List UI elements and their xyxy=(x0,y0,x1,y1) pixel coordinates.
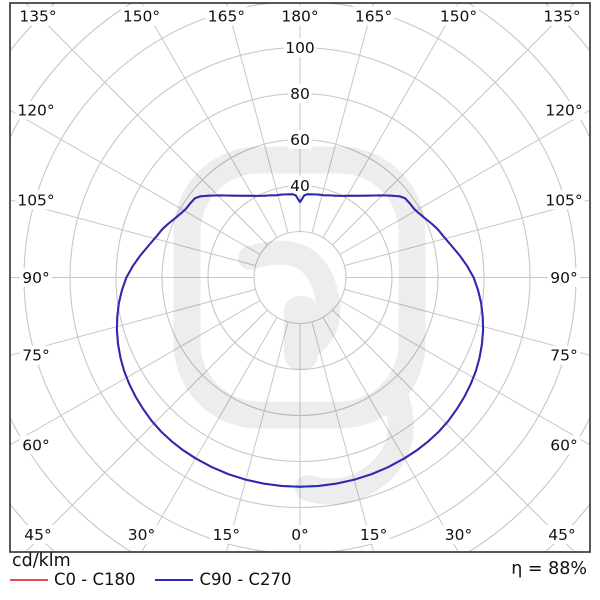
plot-frame xyxy=(9,2,591,553)
svg-text:30°: 30° xyxy=(445,526,472,544)
svg-text:120°: 120° xyxy=(545,102,582,120)
svg-text:15°: 15° xyxy=(360,526,387,544)
svg-text:60°: 60° xyxy=(550,436,577,454)
svg-text:30°: 30° xyxy=(128,526,155,544)
curve-c90-c270 xyxy=(115,193,485,488)
legend-item-c90-c270: C90 - C270 xyxy=(155,570,291,589)
svg-text:45°: 45° xyxy=(24,526,51,544)
svg-text:150°: 150° xyxy=(123,8,160,26)
svg-text:60°: 60° xyxy=(22,436,49,454)
svg-text:15°: 15° xyxy=(213,526,240,544)
watermark-logo xyxy=(173,146,426,505)
svg-text:100: 100 xyxy=(285,39,315,57)
svg-text:150°: 150° xyxy=(440,8,477,26)
c90-c270-line-swatch xyxy=(155,578,194,581)
efficiency-label: η = 88% xyxy=(511,559,587,579)
svg-text:180°: 180° xyxy=(281,8,318,26)
svg-text:135°: 135° xyxy=(19,8,56,26)
svg-text:40: 40 xyxy=(290,177,310,195)
svg-text:90°: 90° xyxy=(22,269,49,287)
units-label: cd/klm xyxy=(12,551,71,571)
legend-label-c90-c270: C90 - C270 xyxy=(199,570,292,589)
svg-text:60: 60 xyxy=(290,131,310,149)
legend-label-c0-c180: C0 - C180 xyxy=(54,570,136,589)
legend-item-c0-c180: C0 - C180 xyxy=(10,570,135,589)
svg-text:90°: 90° xyxy=(550,269,577,287)
svg-text:75°: 75° xyxy=(550,347,577,365)
angle-labels: 135° 150° 165° 180° 165° 150° 135° 45° 30° 15° 0° 1… xyxy=(15,6,585,544)
svg-text:120°: 120° xyxy=(17,102,54,120)
svg-text:135°: 135° xyxy=(543,8,580,26)
c0-c180-line-swatch xyxy=(10,578,48,581)
svg-text:165°: 165° xyxy=(208,8,245,26)
svg-text:80: 80 xyxy=(290,85,310,103)
svg-text:165°: 165° xyxy=(355,8,392,26)
svg-text:105°: 105° xyxy=(17,191,54,209)
svg-text:45°: 45° xyxy=(548,526,575,544)
svg-text:0°: 0° xyxy=(291,526,309,544)
legend: C0 - C180 C90 - C270 xyxy=(10,570,291,589)
radial-tick-labels: 40 60 80 100 xyxy=(283,38,317,195)
svg-text:75°: 75° xyxy=(22,347,49,365)
svg-text:105°: 105° xyxy=(545,191,582,209)
